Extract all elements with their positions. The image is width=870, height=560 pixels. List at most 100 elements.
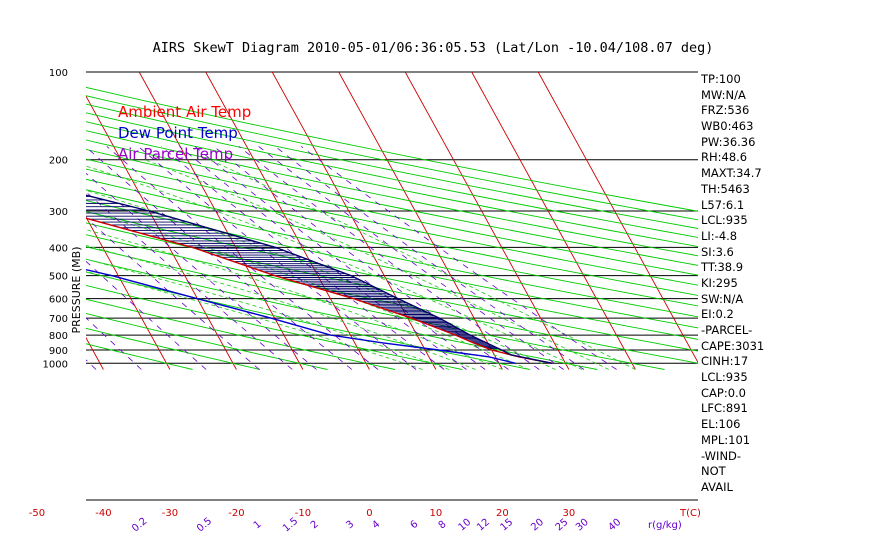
mixing-ratio-line xyxy=(179,146,467,370)
bottom-temp-tick-label: 30 xyxy=(563,508,576,519)
mixing-ratio-label: 12 xyxy=(475,517,492,534)
dry-adiabat-line xyxy=(86,121,698,247)
index-item: KI:295 xyxy=(701,275,738,290)
index-item: EL:106 xyxy=(701,417,741,432)
isotherm-line xyxy=(205,72,370,370)
dry-adiabat-line xyxy=(86,148,698,276)
mixing-ratio-line xyxy=(160,146,445,370)
index-item: TP:100 xyxy=(701,72,741,86)
pressure-tick-label: 700 xyxy=(49,314,68,325)
index-item: LCL:935 xyxy=(701,370,748,385)
index-item: CAPE:3031 xyxy=(701,338,765,353)
index-item: LI:-4.8 xyxy=(701,228,738,243)
dry-adiabat-line xyxy=(86,211,698,340)
index-item: WB0:463 xyxy=(701,119,754,134)
series-line-dew-point-temp xyxy=(86,268,516,364)
index-item: PW:36.36 xyxy=(701,134,756,149)
dry-adiabat-line xyxy=(86,139,698,266)
isotherm-line xyxy=(0,72,37,369)
index-item: CINH:17 xyxy=(701,354,749,369)
isotherm-line xyxy=(86,216,171,370)
chart-title: AIRS SkewT Diagram 2010-05-01/06:36:05.5… xyxy=(153,40,714,56)
isotherm-line xyxy=(86,95,237,370)
dry-adiabat-line xyxy=(86,95,698,221)
series-line-air-parcel-temp xyxy=(86,194,553,364)
bottom-temp-tick-label: -30 xyxy=(162,508,178,519)
pressure-tick-label: 900 xyxy=(49,346,68,357)
mixing-ratio-label: 1 xyxy=(252,519,264,532)
dry-adiabat-line xyxy=(86,246,665,370)
mixing-ratio-label: 40 xyxy=(607,517,624,534)
y-axis-label: PRESSURE (MB) xyxy=(70,247,83,334)
isotherm-line xyxy=(404,72,570,370)
bottom-temp-tick-label: 0 xyxy=(366,508,372,519)
dry-adiabat-line xyxy=(86,258,598,370)
dry-adiabat-line xyxy=(86,158,698,286)
mixing-ratio-line xyxy=(137,146,417,370)
isotherm-line xyxy=(471,72,636,370)
dry-adiabat-line xyxy=(86,112,698,238)
pressure-tick-label: 400 xyxy=(49,243,68,254)
index-item: EI:0.2 xyxy=(701,307,734,322)
dry-adiabat-line xyxy=(86,178,698,307)
dry-adiabat-line xyxy=(86,222,698,352)
dry-adiabat-line xyxy=(86,103,698,229)
mixing-ratio-lines xyxy=(86,146,617,370)
moist-adiabat-line xyxy=(86,258,450,370)
mixing-ratio-line xyxy=(86,191,293,370)
bottom-temp-tick-label: 20 xyxy=(496,508,509,519)
moist-adiabat-line xyxy=(209,159,636,370)
mixing-ratio-label: 0.2 xyxy=(130,516,149,535)
series-line-ambient-air-temp xyxy=(86,217,553,364)
dry-adiabat-line xyxy=(86,313,328,370)
moist-adiabat-line xyxy=(144,159,609,370)
dry-adiabat-line xyxy=(86,168,698,296)
mixing-ratio-label: 4 xyxy=(370,519,382,532)
bottom-temp-tick-label: -20 xyxy=(228,508,244,519)
mixing-ratio-line xyxy=(86,317,142,370)
index-item: SI:3.6 xyxy=(701,244,734,259)
index-item: TT:38.9 xyxy=(701,260,744,275)
bottom-temp-tick-label: -40 xyxy=(95,508,111,519)
isotherm-line xyxy=(271,72,437,370)
index-item: NOT xyxy=(701,464,726,479)
mixing-ratio-line xyxy=(300,146,617,370)
index-item: RH:48.6 xyxy=(701,150,748,165)
dry-adiabat-line xyxy=(86,298,395,370)
index-item: AVAIL xyxy=(701,479,733,494)
index-item: MPL:101 xyxy=(701,432,751,447)
mixing-ratio-label: 10 xyxy=(457,517,474,534)
index-item: LCL:935 xyxy=(701,213,748,228)
mixing-ratio-label: 0.5 xyxy=(195,516,214,535)
mixing-ratio-label: 6 xyxy=(409,519,421,532)
index-item: FRZ:536 xyxy=(701,103,750,118)
mixing-ratio-line xyxy=(258,146,564,370)
dry-adiabat-line xyxy=(86,130,698,257)
index-item: CAP:0.0 xyxy=(701,385,746,400)
pressure-tick-label: 600 xyxy=(49,295,68,306)
mixing-ratio-label: 15 xyxy=(498,517,515,534)
legend-entry: Ambient Air Temp xyxy=(118,103,251,121)
dry-adiabats xyxy=(86,86,698,370)
mixing-ratio-line xyxy=(238,146,540,370)
index-item: TH:5463 xyxy=(701,181,750,196)
dry-adiabat-line xyxy=(86,343,193,370)
mixing-ratio-line xyxy=(86,217,260,370)
index-item: SW:N/A xyxy=(701,291,744,306)
index-item: -PARCEL- xyxy=(701,323,753,337)
index-item: LFC:891 xyxy=(701,401,748,416)
mixing-ratio-line xyxy=(86,172,317,370)
isotherm-line xyxy=(537,72,698,364)
isotherms xyxy=(0,72,698,370)
moist-adiabat-line xyxy=(86,165,583,370)
stability-indices-panel: TP:100 MW:N/A FRZ:536 WB0:463 PW:36.36 RH:48.… xyxy=(701,72,869,496)
bottom-temp-tick-label: 10 xyxy=(430,508,443,519)
pressure-tick-label: 1000 xyxy=(43,359,68,370)
pressure-tick-label: 800 xyxy=(49,331,68,342)
dry-adiabat-line xyxy=(86,327,261,370)
mixing-ratio-label: 30 xyxy=(574,517,591,534)
isobars xyxy=(86,71,698,501)
legend: Ambient Air Temp Dew Point Temp Air Parcel… xyxy=(118,103,251,163)
pressure-tick-label: 500 xyxy=(49,272,68,283)
